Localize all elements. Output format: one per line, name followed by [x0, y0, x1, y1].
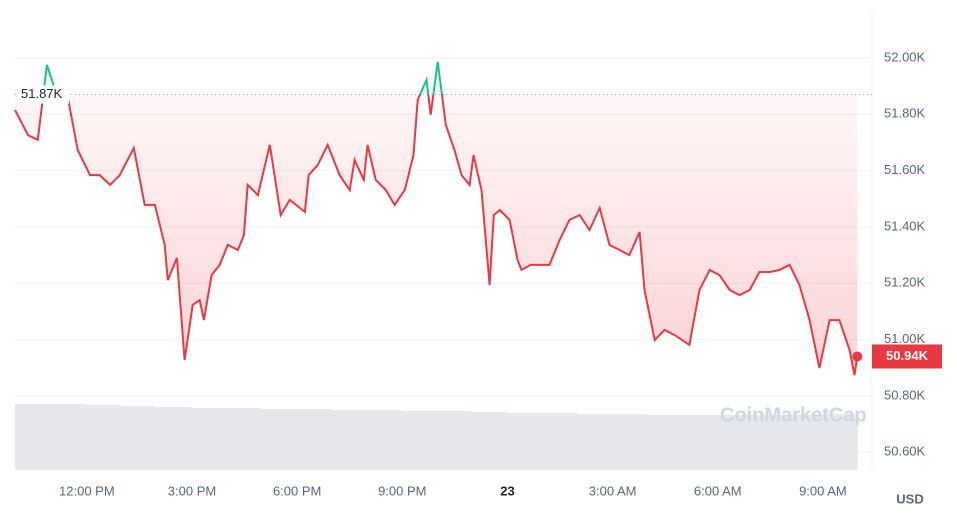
y-tick-label: 50.80K — [884, 387, 926, 402]
price-tag — [872, 344, 942, 369]
x-tick-label: 3:00 AM — [589, 483, 637, 498]
volume-bar — [822, 414, 858, 470]
y-tick-label: 51.00K — [884, 331, 926, 346]
volume-bar — [155, 407, 191, 470]
price-line-above — [42, 61, 443, 95]
volume-bar — [716, 415, 753, 470]
y-tick-label: 51.20K — [884, 275, 926, 290]
volume-bar — [646, 415, 683, 470]
volume-bar — [365, 410, 402, 470]
area-fill — [15, 94, 858, 376]
y-tick-label: 52.00K — [884, 49, 926, 64]
volume-bar — [120, 406, 156, 470]
y-tick-label: 51.40K — [884, 218, 926, 233]
x-tick-label: 3:00 PM — [168, 483, 216, 498]
volume-bar — [751, 415, 788, 470]
y-tick-label: 51.60K — [884, 162, 926, 177]
watermark: CoinMarketCap — [720, 404, 867, 426]
volume-bar — [471, 412, 507, 470]
volume-bar — [401, 411, 437, 470]
y-tick-label: 50.60K — [884, 444, 926, 459]
volume-bar — [260, 409, 297, 470]
x-tick-label: 12:00 PM — [59, 483, 115, 498]
y-tick-label: 51.80K — [884, 106, 926, 121]
volume-bar — [576, 414, 613, 470]
x-tick-label: 6:00 PM — [273, 483, 321, 498]
x-tick-label: 9:00 PM — [378, 483, 426, 498]
volume-bar — [787, 415, 823, 470]
volume-bar — [436, 411, 472, 470]
volume-bar — [506, 413, 542, 470]
y-unit: USD — [896, 491, 923, 506]
price-line — [14, 94, 859, 376]
last-point — [852, 351, 863, 362]
volume-bar — [541, 413, 578, 470]
volume-bar — [681, 415, 718, 470]
volume-bar — [225, 408, 262, 470]
volume-bar — [295, 409, 332, 470]
volume-bar — [330, 410, 367, 470]
volume-bar — [50, 404, 86, 470]
volume-bar — [85, 405, 121, 470]
reference-label-bg — [17, 85, 69, 104]
price-tag-label: 50.94K — [886, 348, 929, 363]
volume-bar — [611, 414, 648, 470]
reference-label: 51.87K — [21, 86, 63, 101]
x-tick-label: 9:00 AM — [799, 483, 847, 498]
volume-bar — [190, 408, 227, 470]
volume-bar — [15, 404, 51, 470]
x-tick-label: 6:00 AM — [694, 483, 742, 498]
x-tick-label: 23 — [500, 483, 514, 498]
